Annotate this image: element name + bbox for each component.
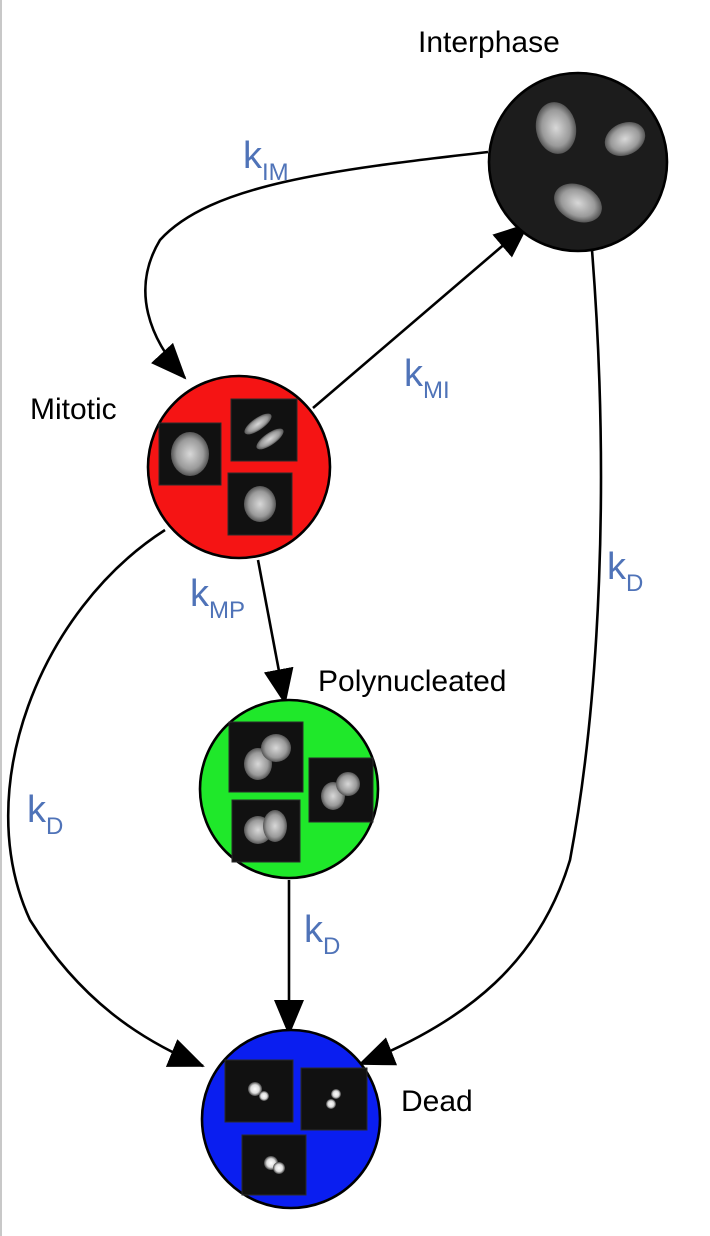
mitotic-thumbnail-3	[227, 472, 293, 536]
node-mitotic: Mitotic	[30, 374, 332, 560]
mitotic-chromatin-2a	[244, 413, 272, 435]
mitotic-label: Mitotic	[30, 393, 117, 426]
node-polynucleated: Polynucleated	[198, 665, 506, 880]
rate-k-im: kIM	[243, 135, 289, 186]
dead-fragment-1a	[248, 1082, 262, 1096]
polynucleated-nuclei-2b	[336, 772, 360, 796]
polynucleated-label: Polynucleated	[318, 665, 506, 698]
rate-k-d-interphase: kD	[607, 546, 643, 597]
mitotic-chromatin-1	[171, 432, 209, 476]
interphase-nucleus-1	[535, 102, 577, 154]
dead-fragment-2b	[326, 1099, 336, 1109]
dead-label: Dead	[401, 1085, 473, 1118]
interphase-circle	[487, 71, 669, 253]
dead-thumbnail-2	[300, 1067, 368, 1131]
rate-k-d-polynucleated: kD	[304, 909, 340, 960]
dead-fragment-3b	[273, 1162, 285, 1174]
rate-labels: kIM kMI kMP kD kD kD	[27, 135, 643, 960]
edge-mitotic-to-polynucleated	[256, 559, 294, 705]
mitotic-thumbnail-2	[230, 398, 298, 462]
interphase-label: Interphase	[418, 26, 560, 59]
edge-mitotic-to-dead	[6, 528, 205, 1068]
rate-k-mp: kMP	[190, 573, 245, 624]
edge-mitotic-to-interphase	[312, 222, 530, 409]
polynucleated-nuclei-1b	[261, 734, 291, 762]
edges	[6, 150, 603, 1068]
dead-fragment-1b	[259, 1091, 269, 1101]
mitotic-chromatin-3	[244, 486, 276, 522]
edge-interphase-to-dead	[358, 249, 603, 1066]
interphase-nucleus-2	[604, 121, 646, 157]
edge-interphase-to-mitotic	[144, 150, 489, 380]
dead-fragment-2a	[331, 1089, 341, 1099]
rate-k-mi: kMI	[404, 353, 450, 404]
polynucleated-nuclei-3b	[263, 810, 287, 842]
left-border	[0, 0, 2, 1236]
node-interphase: Interphase	[418, 26, 669, 253]
node-dead: Dead	[200, 1028, 473, 1210]
rate-k-d-mitotic: kD	[27, 789, 63, 840]
mitotic-chromatin-2b	[256, 428, 284, 450]
interphase-nucleus-3	[554, 183, 602, 223]
